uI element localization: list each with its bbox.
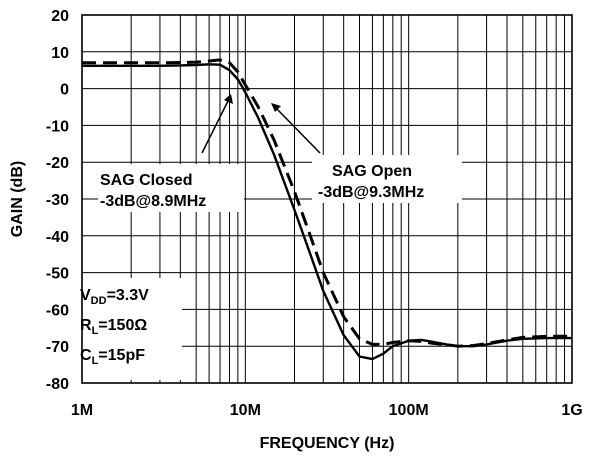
- curves: [82, 58, 572, 361]
- y-tick-labels: 20 10 0 -10 -20 -30 -40 -50 -60 -70 -80: [46, 8, 69, 393]
- y-axis-title: GAIN (dB): [9, 161, 26, 237]
- sag-closed-arrow: [201, 98, 230, 154]
- sag-open-title: SAG Open: [332, 163, 412, 180]
- x-tick-label: 10M: [230, 402, 261, 419]
- sag-open-bandwidth: -3dB@9.3MHz: [318, 184, 424, 201]
- y-tick-label: -40: [46, 229, 69, 246]
- cl-condition: CL=15pF: [80, 347, 145, 367]
- conditions-label-bg: [76, 278, 182, 380]
- y-tick-label: -70: [46, 339, 69, 356]
- y-tick-label: -80: [46, 376, 69, 393]
- sag-open-label-bg: [312, 155, 462, 203]
- sag-closed-label-bg: [98, 164, 244, 212]
- plot-frame: [81, 14, 573, 384]
- rl-condition: RL=150Ω: [80, 317, 147, 337]
- vdd-condition: VDD=3.3V: [80, 287, 149, 307]
- y-tick-label: -60: [46, 302, 69, 319]
- x-tick-label: 1G: [561, 402, 582, 419]
- y-tick-label: -20: [46, 155, 69, 172]
- x-tick-labels: 1M 10M 100M 1G: [71, 402, 583, 419]
- sag-open-arrow: [275, 107, 321, 154]
- y-tick-label: 0: [60, 82, 69, 99]
- y-tick-label: -10: [46, 118, 69, 135]
- sag-closed-bandwidth: -3dB@8.9MHz: [100, 193, 206, 210]
- sag-closed-title: SAG Closed: [100, 172, 192, 189]
- y-tick-label: 10: [51, 45, 69, 62]
- y-tick-label: -30: [46, 192, 69, 209]
- sag-open-curve: [82, 58, 572, 348]
- x-axis-title: FREQUENCY (Hz): [260, 435, 395, 452]
- sag-open-arrowhead: [271, 103, 281, 112]
- x-tick-label: 1M: [71, 402, 93, 419]
- x-tick-label: 100M: [389, 402, 429, 419]
- y-tick-label: -50: [46, 266, 69, 283]
- y-tick-label: 20: [51, 8, 69, 25]
- sag-closed-arrowhead: [224, 94, 233, 104]
